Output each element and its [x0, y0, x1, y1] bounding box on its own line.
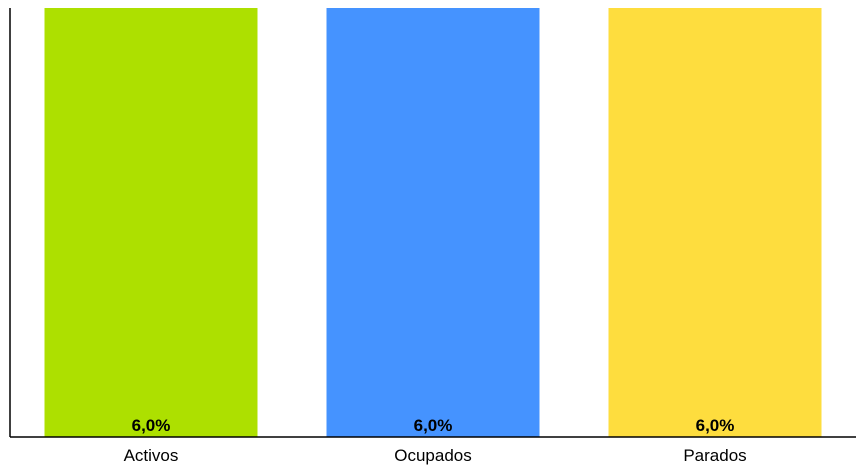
x-tick-label-ocupados: Ocupados	[394, 446, 472, 465]
bar-parados	[608, 8, 822, 437]
bar-activos	[44, 8, 258, 437]
data-label-ocupados: 6,0%	[414, 416, 453, 435]
bar-ocupados	[326, 8, 540, 437]
x-tick-label-parados: Parados	[683, 446, 746, 465]
x-tick-label-activos: Activos	[124, 446, 179, 465]
labels-layer: 6,0% Activos 6,0% Ocupados 6,0% Parados	[124, 416, 747, 465]
data-label-parados: 6,0%	[696, 416, 735, 435]
data-label-activos: 6,0%	[132, 416, 171, 435]
bars-layer	[44, 8, 822, 437]
